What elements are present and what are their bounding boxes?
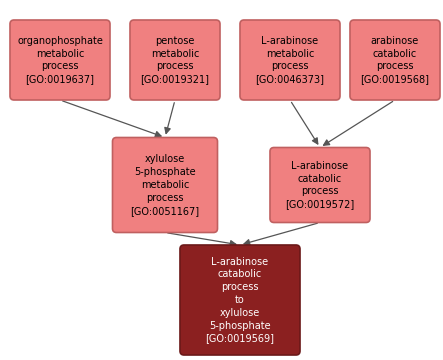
Text: organophosphate
metabolic
process
[GO:0019637]: organophosphate metabolic process [GO:00… <box>17 36 103 84</box>
FancyBboxPatch shape <box>240 20 340 100</box>
Text: xylulose
5-phosphate
metabolic
process
[GO:0051167]: xylulose 5-phosphate metabolic process [… <box>130 154 199 216</box>
Text: arabinose
catabolic
process
[GO:0019568]: arabinose catabolic process [GO:0019568] <box>361 36 430 84</box>
Text: L-arabinose
metabolic
process
[GO:0046373]: L-arabinose metabolic process [GO:004637… <box>256 36 325 84</box>
Text: L-arabinose
catabolic
process
[GO:0019572]: L-arabinose catabolic process [GO:001957… <box>285 161 355 209</box>
FancyBboxPatch shape <box>113 138 218 233</box>
Text: pentose
metabolic
process
[GO:0019321]: pentose metabolic process [GO:0019321] <box>140 36 210 84</box>
FancyBboxPatch shape <box>10 20 110 100</box>
FancyBboxPatch shape <box>130 20 220 100</box>
FancyBboxPatch shape <box>180 245 300 355</box>
FancyBboxPatch shape <box>350 20 440 100</box>
Text: L-arabinose
catabolic
process
to
xylulose
5-phosphate
[GO:0019569]: L-arabinose catabolic process to xylulos… <box>206 257 275 343</box>
FancyBboxPatch shape <box>270 148 370 222</box>
